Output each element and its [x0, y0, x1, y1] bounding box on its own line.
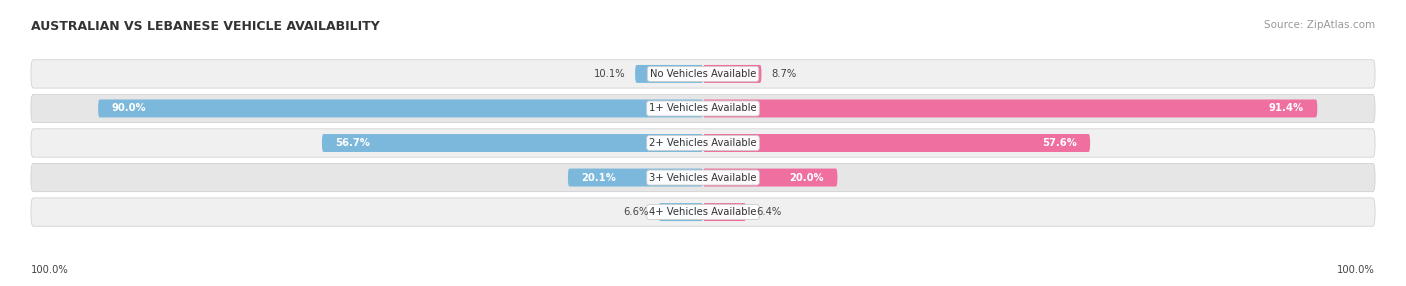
- FancyBboxPatch shape: [568, 168, 703, 186]
- Text: No Vehicles Available: No Vehicles Available: [650, 69, 756, 79]
- FancyBboxPatch shape: [636, 65, 703, 83]
- Text: 20.0%: 20.0%: [789, 172, 824, 182]
- Text: 90.0%: 90.0%: [111, 104, 146, 114]
- FancyBboxPatch shape: [703, 134, 1090, 152]
- Text: 10.1%: 10.1%: [593, 69, 626, 79]
- FancyBboxPatch shape: [703, 203, 747, 221]
- FancyBboxPatch shape: [658, 203, 703, 221]
- Text: 56.7%: 56.7%: [336, 138, 370, 148]
- Text: 57.6%: 57.6%: [1042, 138, 1077, 148]
- FancyBboxPatch shape: [703, 65, 762, 83]
- FancyBboxPatch shape: [31, 60, 1375, 88]
- Text: 6.4%: 6.4%: [756, 207, 782, 217]
- Text: AUSTRALIAN VS LEBANESE VEHICLE AVAILABILITY: AUSTRALIAN VS LEBANESE VEHICLE AVAILABIL…: [31, 20, 380, 33]
- FancyBboxPatch shape: [31, 198, 1375, 226]
- Text: 8.7%: 8.7%: [772, 69, 797, 79]
- Text: 6.6%: 6.6%: [623, 207, 648, 217]
- Text: 2+ Vehicles Available: 2+ Vehicles Available: [650, 138, 756, 148]
- Text: Source: ZipAtlas.com: Source: ZipAtlas.com: [1264, 20, 1375, 30]
- FancyBboxPatch shape: [322, 134, 703, 152]
- Text: 1+ Vehicles Available: 1+ Vehicles Available: [650, 104, 756, 114]
- FancyBboxPatch shape: [31, 163, 1375, 192]
- FancyBboxPatch shape: [31, 94, 1375, 123]
- Text: 100.0%: 100.0%: [31, 265, 69, 275]
- FancyBboxPatch shape: [98, 100, 703, 118]
- FancyBboxPatch shape: [703, 168, 838, 186]
- Text: 3+ Vehicles Available: 3+ Vehicles Available: [650, 172, 756, 182]
- Text: 20.1%: 20.1%: [581, 172, 616, 182]
- Text: 4+ Vehicles Available: 4+ Vehicles Available: [650, 207, 756, 217]
- Text: 91.4%: 91.4%: [1268, 104, 1303, 114]
- FancyBboxPatch shape: [31, 129, 1375, 157]
- Text: 100.0%: 100.0%: [1337, 265, 1375, 275]
- FancyBboxPatch shape: [703, 100, 1317, 118]
